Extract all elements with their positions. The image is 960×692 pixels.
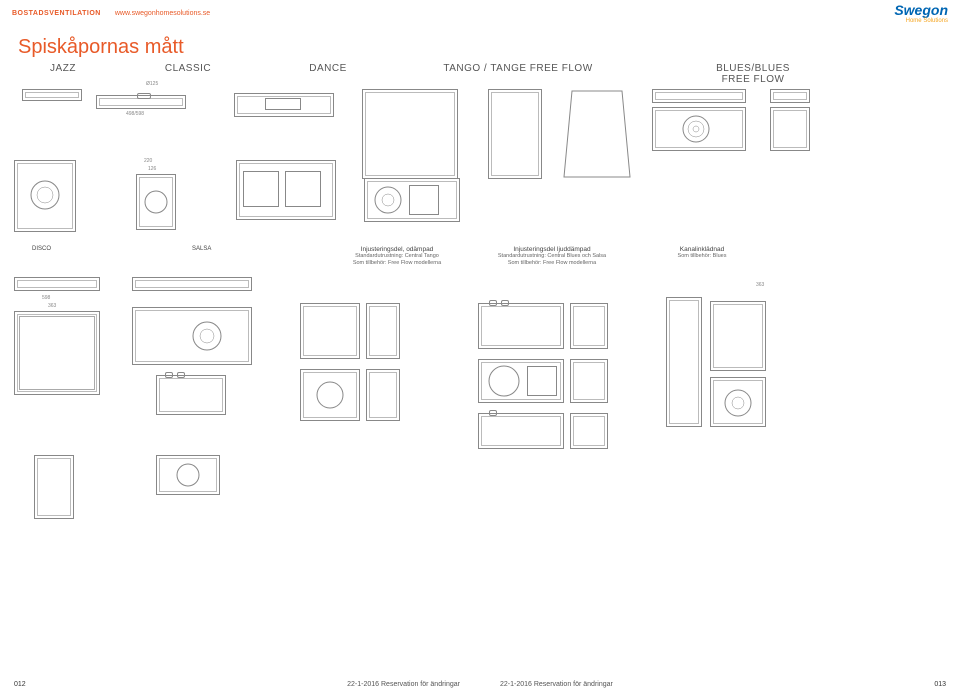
tech-drawing: [570, 359, 608, 403]
tech-drawing: [570, 413, 608, 449]
dim-label: Ø125: [146, 81, 158, 87]
circle-detail-icon: [175, 462, 201, 488]
footer-reservation-right: 22-1-2016 Reservation för ändringar: [500, 681, 613, 688]
tech-drawing: [364, 178, 460, 222]
label-tango: TANGO / TANGE FREE FLOW: [378, 63, 598, 85]
tech-drawing: [96, 95, 186, 109]
tech-drawing: [132, 307, 252, 365]
kanal-title: Kanalinklädnad: [642, 246, 762, 253]
dim-label: 363: [756, 282, 764, 288]
section-labels-row1: JAZZ CLASSIC DANCE TANGO / TANGE FREE FL…: [0, 63, 960, 85]
dim-label: 126: [148, 166, 156, 172]
label-blues: BLUES/BLUES FREE FLOW: [598, 63, 798, 85]
footer-center: 22-1-2016 Reservation för ändringar 22-1…: [347, 681, 613, 688]
dim-label: 220: [144, 158, 152, 164]
tech-drawing: [478, 413, 564, 449]
drawings-area: Ø125 498/598: [0, 85, 960, 529]
circle-detail-icon: [29, 179, 61, 211]
page-footer: 012 22-1-2016 Reservation för ändringar …: [0, 681, 960, 688]
dim-label: 598: [42, 295, 50, 301]
inj2-title: Injusteringsdel ljuddämpad: [462, 246, 642, 253]
tech-drawing: [34, 455, 74, 519]
tech-drawing: [156, 375, 226, 415]
tech-drawing: [710, 301, 766, 371]
tech-drawing: [234, 93, 334, 117]
tech-drawing: [652, 107, 746, 151]
drawing-row-3: [14, 455, 946, 519]
tech-drawing: [14, 160, 76, 232]
tech-drawing-trapezoid: [562, 89, 632, 179]
tech-drawing: [136, 174, 176, 230]
tech-drawing: [666, 297, 702, 427]
kanal-sub: Som tillbehör: Blues: [642, 253, 762, 260]
footer-reservation-left: 22-1-2016 Reservation för ändringar: [347, 681, 460, 688]
tech-drawing: [300, 303, 360, 359]
circle-detail-icon: [487, 364, 521, 398]
header-url: www.swegonhomesolutions.se: [115, 10, 210, 17]
tech-drawing: [300, 369, 360, 421]
tech-drawing: [710, 377, 766, 427]
label-inj2: Injusteringsdel ljuddämpad Standardutrus…: [462, 246, 642, 267]
tech-drawing: [362, 89, 458, 179]
label-salsa: SALSA: [142, 246, 292, 267]
tech-drawing: [156, 455, 220, 495]
inj2-sub1: Standardutrustning: Central Blues och Sa…: [462, 253, 642, 260]
dim-label: 498/598: [126, 111, 144, 117]
label-kanal: Kanalinklädnad Som tillbehör: Blues: [642, 246, 762, 267]
tech-drawing: [652, 89, 746, 103]
logo-main: Swegon: [894, 2, 948, 18]
tech-drawing: [488, 89, 542, 179]
tech-drawing: [478, 303, 564, 349]
tech-drawing: [770, 107, 810, 151]
section-labels-row2: DISCO SALSA Injusteringsdel, odämpad Sta…: [14, 238, 946, 269]
swegon-logo: Swegon Home Solutions: [894, 2, 948, 24]
label-dance: DANCE: [248, 63, 378, 85]
circle-detail-icon: [143, 189, 169, 215]
title-row: Spiskåpornas mått: [0, 26, 960, 63]
tech-drawing: [236, 160, 336, 220]
label-classic: CLASSIC: [108, 63, 248, 85]
tech-drawing: [132, 277, 252, 291]
tech-drawing: [478, 359, 564, 403]
label-disco: DISCO: [32, 246, 142, 267]
tech-drawing: [14, 277, 100, 291]
label-inj1: Injusteringsdel, odämpad Standardutrustn…: [292, 246, 462, 267]
tech-drawing: [14, 311, 100, 395]
tech-drawing: [570, 303, 608, 349]
drawing-row-2: 598 363: [14, 273, 946, 449]
tech-drawing: [366, 303, 400, 359]
inj2-sub2: Som tillbehör: Free Flow modellerna: [462, 260, 642, 267]
page-number-right: 013: [934, 681, 946, 688]
tech-drawing: [22, 89, 82, 101]
brand-tag: BOSTADSVENTILATION: [12, 10, 101, 17]
circle-detail-icon: [191, 320, 223, 352]
inj1-sub1: Standardutrustning: Central Tango: [332, 253, 462, 260]
inj1-sub2: Som tillbehör: Free Flow modellerna: [332, 260, 462, 267]
circle-detail-icon: [373, 185, 403, 215]
header-left: BOSTADSVENTILATION www.swegonhomesolutio…: [12, 10, 210, 17]
drawing-row-1b: 220 126: [14, 160, 946, 232]
page-title: Spiskåpornas mått: [18, 36, 184, 59]
page-number-left: 012: [14, 681, 26, 688]
inj1-title: Injusteringsdel, odämpad: [332, 246, 462, 253]
tech-drawing: [366, 369, 400, 421]
page-header: BOSTADSVENTILATION www.swegonhomesolutio…: [0, 0, 960, 26]
circle-detail-icon: [315, 380, 345, 410]
logo-sub: Home Solutions: [906, 18, 948, 24]
circle-detail-icon: [681, 114, 711, 144]
label-jazz: JAZZ: [18, 63, 108, 85]
tech-drawing: [770, 89, 810, 103]
dim-label: 363: [48, 303, 56, 309]
circle-detail-icon: [723, 388, 753, 418]
